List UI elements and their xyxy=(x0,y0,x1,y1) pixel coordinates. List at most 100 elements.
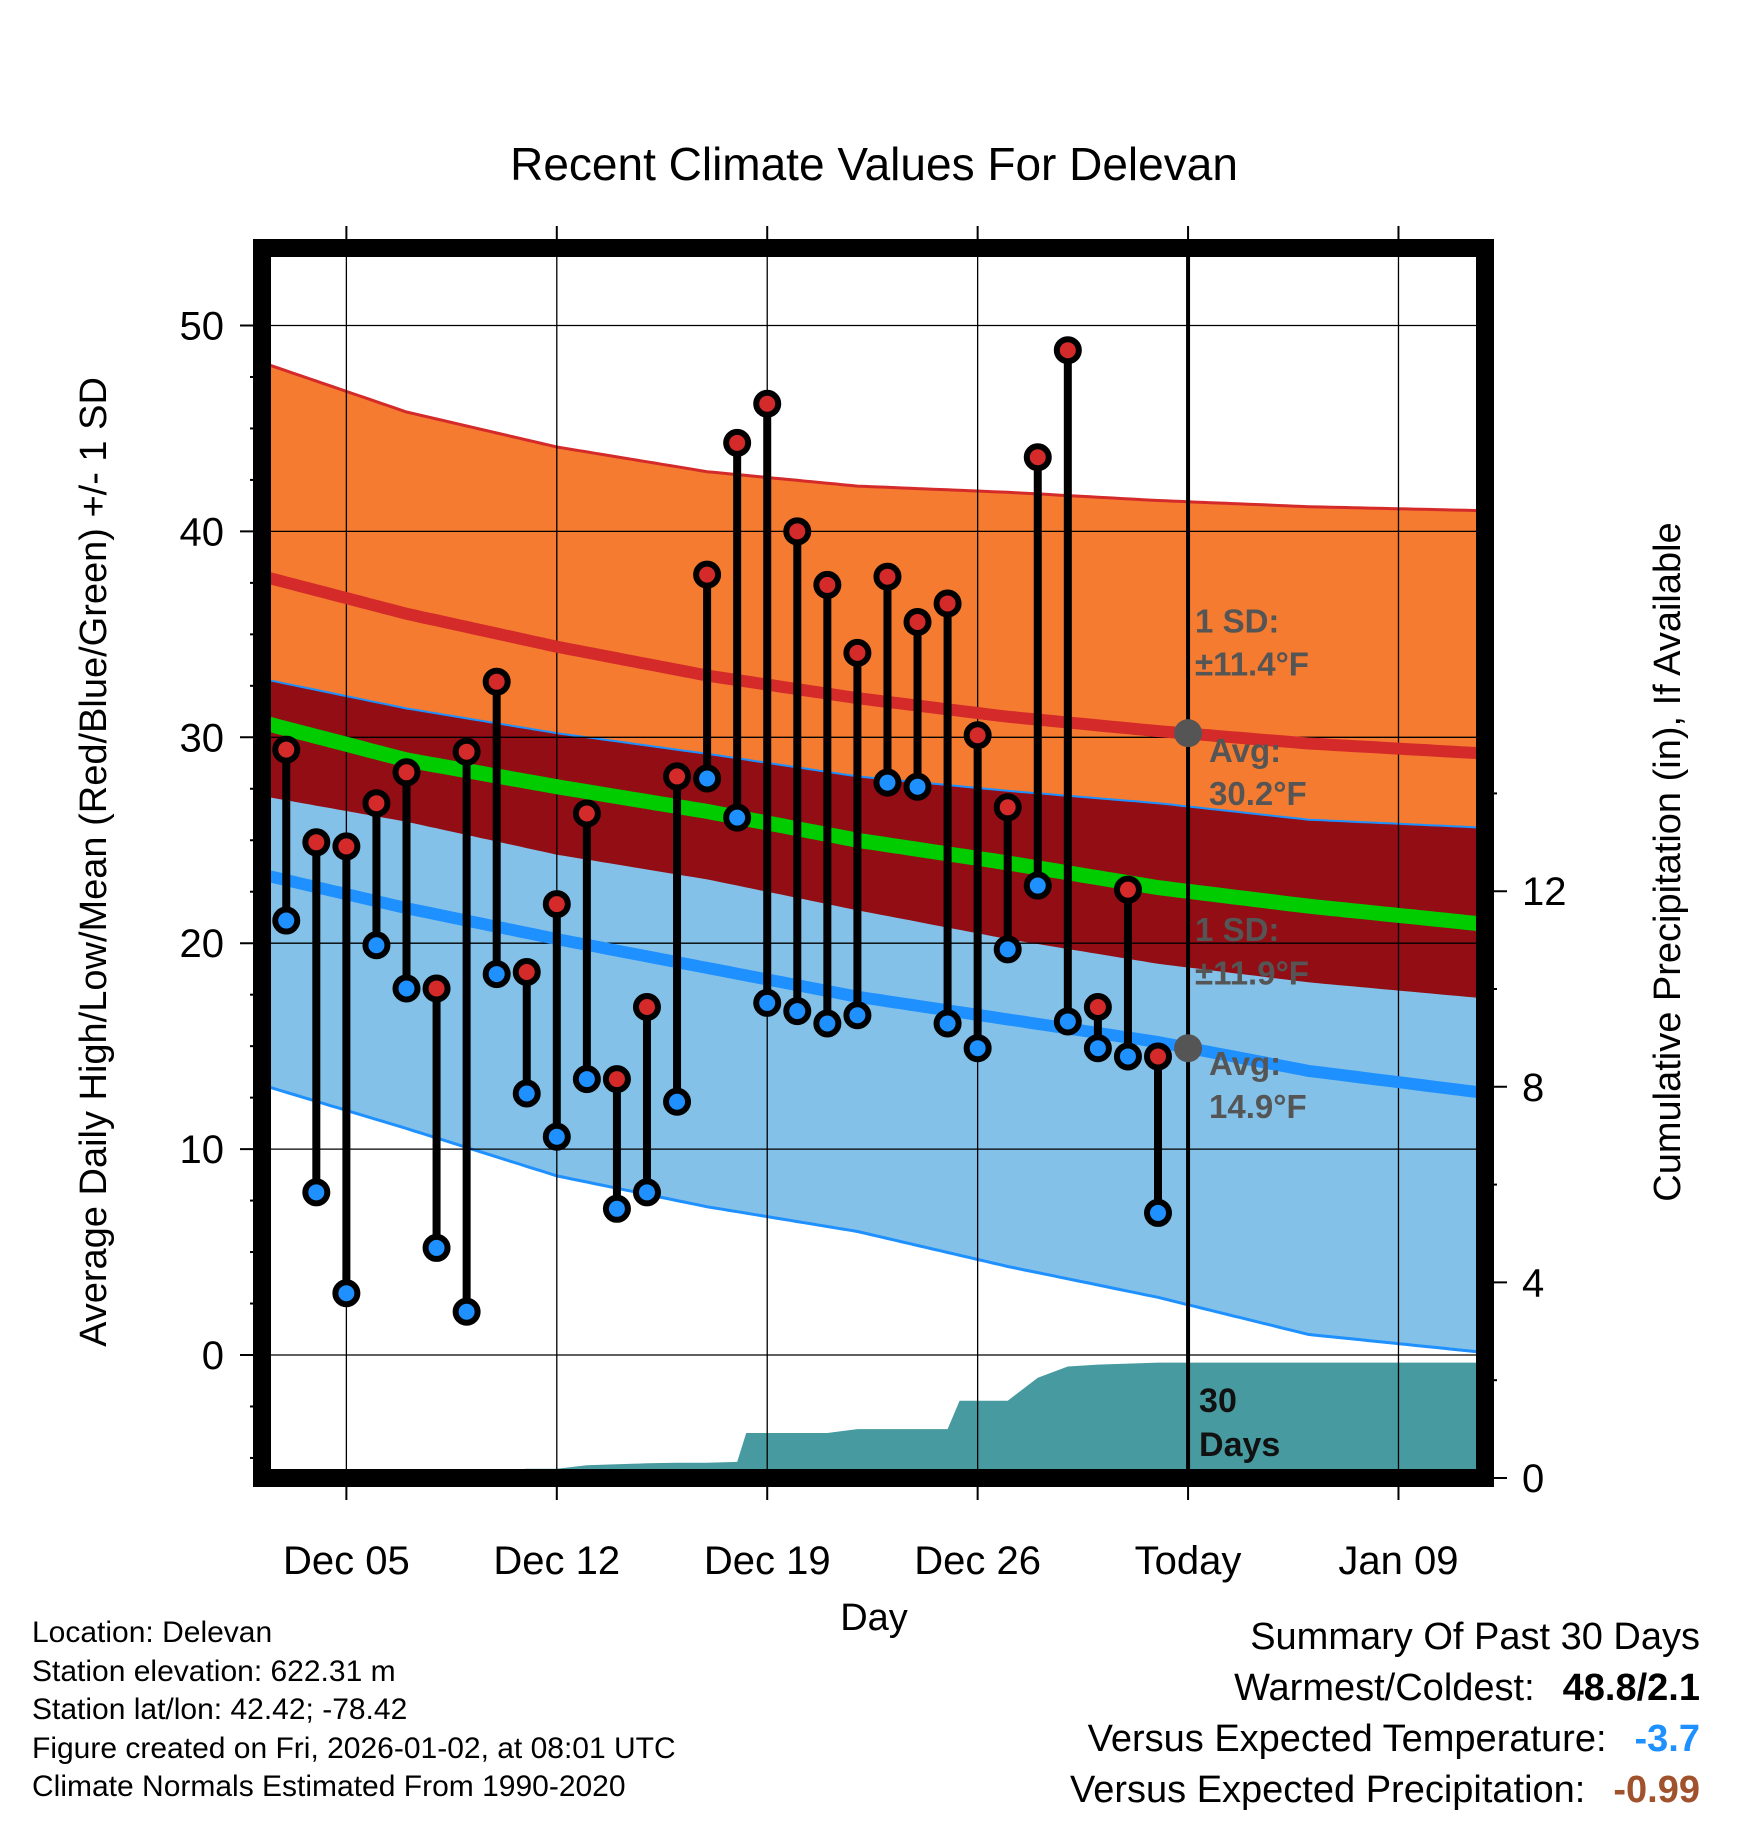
high-point xyxy=(452,737,481,766)
created-text: Figure created on Fri, 2026-01-02, at 08… xyxy=(32,1731,676,1765)
high-point xyxy=(663,762,692,791)
low-point xyxy=(392,974,421,1003)
low-point xyxy=(362,931,391,960)
y-tick-label: 50 xyxy=(180,305,225,349)
mean-avg-line xyxy=(262,714,1485,932)
low-point xyxy=(332,1279,361,1308)
low-point xyxy=(1144,1198,1172,1227)
high-point xyxy=(993,793,1022,822)
low-point xyxy=(663,1087,692,1116)
y-tick-label: 20 xyxy=(180,922,225,966)
precip-area xyxy=(262,1362,1485,1478)
high-point xyxy=(272,735,301,764)
high-point xyxy=(632,993,661,1022)
normals-text: Climate Normals Estimated From 1990-2020 xyxy=(32,1770,626,1803)
high-point xyxy=(723,428,752,457)
low-point xyxy=(602,1194,631,1223)
station-info: Location: Delevan Station elevation: 622… xyxy=(32,1614,676,1807)
y2-tick-label: 0 xyxy=(1522,1457,1544,1501)
low-point xyxy=(933,1009,962,1038)
low-point xyxy=(723,803,752,832)
temp-label: Versus Expected Temperature: xyxy=(1087,1718,1607,1760)
low-point xyxy=(843,1001,872,1030)
high-sd-label-2: ±11.4°F xyxy=(1195,646,1309,683)
high-avg-label-1: Avg: xyxy=(1209,732,1281,769)
low-point xyxy=(1113,1042,1142,1071)
high-point xyxy=(873,562,902,591)
today-low-avg-marker xyxy=(1174,1034,1203,1063)
high-point xyxy=(362,789,391,818)
low-point xyxy=(993,935,1022,964)
high-point xyxy=(843,638,872,667)
x-tick-label: Dec 05 xyxy=(283,1539,410,1583)
plot-frame xyxy=(253,239,1494,1487)
high-avg-label-2: 30.2°F xyxy=(1209,775,1307,812)
high-point xyxy=(392,758,421,787)
x-axis-label: Day xyxy=(840,1597,908,1639)
high-upper-edge xyxy=(262,360,1485,513)
high-sd-label-1: 1 SD: xyxy=(1195,602,1279,639)
elevation-text: Station elevation: 622.31 m xyxy=(32,1654,396,1688)
x-tick-label: Today xyxy=(1135,1539,1242,1583)
y2-axis-label: Cumulative Precipitation (in), If Availa… xyxy=(1647,522,1689,1201)
high-point xyxy=(332,832,361,861)
warmest-value: 48.8/2.1 xyxy=(1562,1667,1700,1709)
high-point xyxy=(1113,875,1142,904)
x-tick-label: Dec 26 xyxy=(914,1539,1041,1583)
days-label-1: 30 xyxy=(1199,1382,1237,1420)
plot-area xyxy=(262,248,1485,1478)
summary-precip-row: Versus Expected Precipitation: -0.99 xyxy=(1070,1769,1700,1820)
chart-title: Recent Climate Values For Delevan xyxy=(510,138,1238,190)
summary-panel: Summary Of Past 30 Days Warmest/Coldest:… xyxy=(1070,1616,1700,1820)
y2-tick-label: 4 xyxy=(1522,1261,1544,1305)
high-point xyxy=(783,517,812,546)
precip-label: Versus Expected Precipitation: xyxy=(1069,1769,1586,1811)
high-point xyxy=(422,974,451,1003)
high-point xyxy=(1023,443,1052,472)
warmest-label: Warmest/Coldest: xyxy=(1234,1667,1535,1709)
low-point xyxy=(903,772,932,801)
overlay-layer: 1 SD: ±11.4°F Avg: 30.2°F 1 SD: ±11.9°F Avg: 14… xyxy=(1195,602,1309,1464)
y-tick-label: 40 xyxy=(180,510,225,554)
low-point xyxy=(693,764,722,793)
low-point xyxy=(542,1122,571,1151)
high-point xyxy=(813,570,842,599)
low-point xyxy=(1023,871,1052,900)
precip-value: -0.99 xyxy=(1613,1769,1700,1811)
low-point xyxy=(813,1009,842,1038)
low-point xyxy=(963,1034,992,1063)
high-point xyxy=(963,721,992,750)
low-point xyxy=(272,906,301,935)
y2-tick-label: 12 xyxy=(1522,870,1567,914)
low-avg-line xyxy=(262,868,1485,1100)
low-point xyxy=(873,768,902,797)
high-point xyxy=(903,607,932,636)
high-point xyxy=(693,560,722,589)
axes: 0 10 20 30 40 50 0 4 8 12 Dec 05 Dec 12 Dec 19 Dec 26… xyxy=(180,226,1567,1583)
high-point xyxy=(512,958,541,987)
high-point xyxy=(1144,1042,1172,1071)
y-tick-label: 10 xyxy=(180,1128,225,1172)
x-tick-label: Dec 19 xyxy=(704,1539,831,1583)
low-point xyxy=(1053,1007,1082,1036)
high-point xyxy=(1083,993,1112,1022)
summary-warmest-row: Warmest/Coldest: 48.8/2.1 xyxy=(1070,1667,1700,1718)
high-avg-line xyxy=(262,569,1485,760)
low-sd-label-2: ±11.9°F xyxy=(1195,954,1309,991)
x-tick-label: Jan 09 xyxy=(1338,1539,1458,1583)
low-point xyxy=(512,1079,541,1108)
low-point xyxy=(1083,1034,1112,1063)
y-tick-label: 30 xyxy=(180,716,225,760)
low-sd-label-1: 1 SD: xyxy=(1195,911,1279,948)
y-axis-label: Average Daily High/Low/Mean (Red/Blue/Gr… xyxy=(73,377,115,1347)
low-point xyxy=(452,1297,481,1326)
low-point xyxy=(783,997,812,1026)
low-point xyxy=(302,1178,331,1207)
high-point xyxy=(933,589,962,618)
latlon-text: Station lat/lon: 42.42; -78.42 xyxy=(32,1693,408,1726)
x-tick-label: Dec 12 xyxy=(493,1539,620,1583)
summary-title-text: Summary Of Past 30 Days xyxy=(1250,1616,1700,1658)
low-upper-edge xyxy=(262,677,1485,829)
summary-temp-row: Versus Expected Temperature: -3.7 xyxy=(1070,1718,1700,1769)
